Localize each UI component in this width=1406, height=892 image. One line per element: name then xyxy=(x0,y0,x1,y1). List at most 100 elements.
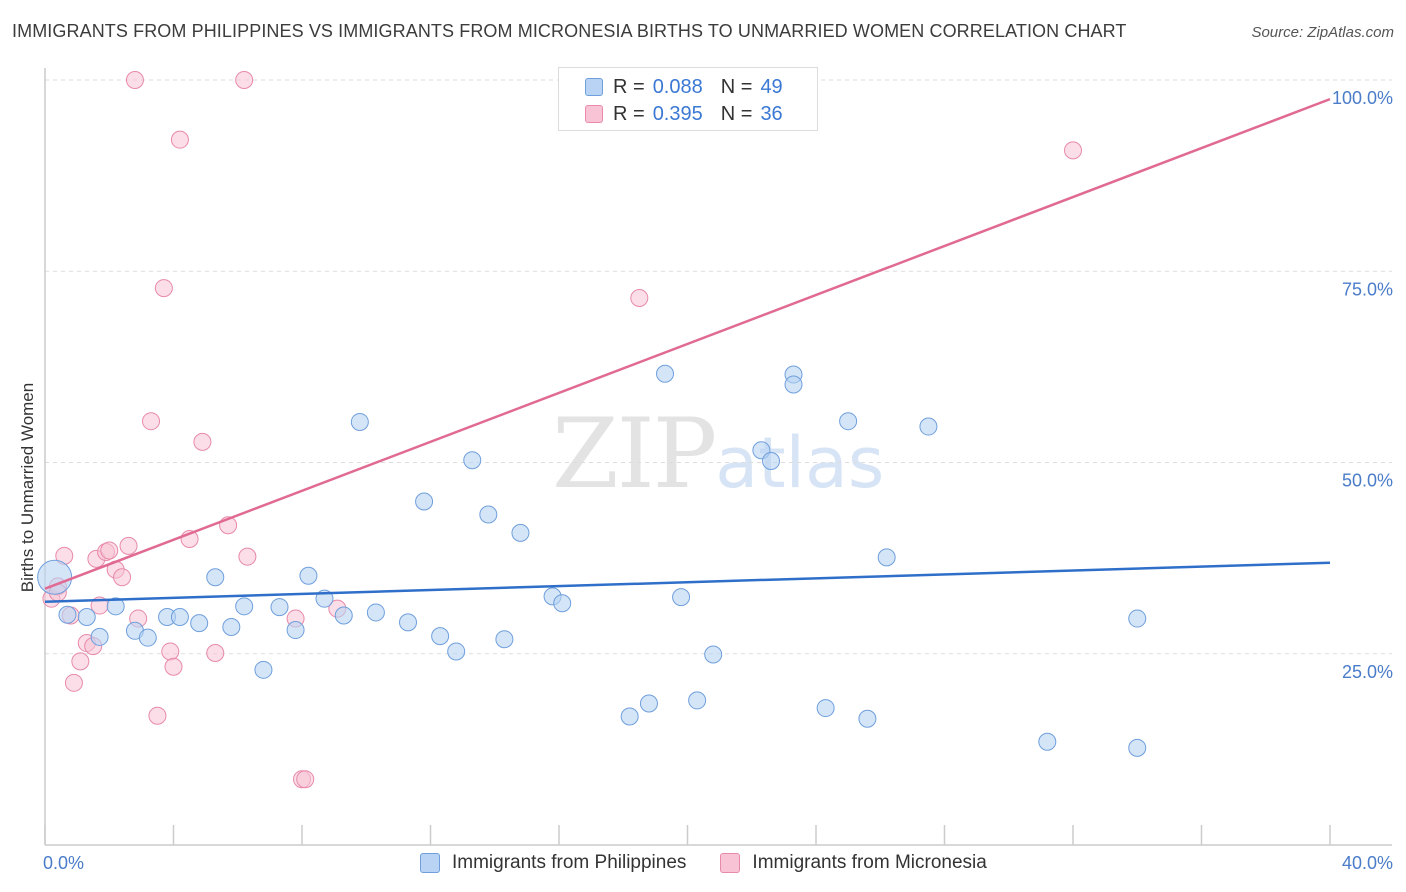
philippines-point xyxy=(206,568,225,587)
philippines-legend-label: Immigrants from Philippines xyxy=(452,852,687,873)
micronesia-r-label: R = xyxy=(613,102,645,125)
philippines-point xyxy=(270,598,289,617)
micronesia-point xyxy=(125,71,144,89)
philippines-point xyxy=(170,608,189,627)
philippines-point xyxy=(350,412,369,431)
micronesia-point xyxy=(206,643,225,662)
philippines-point xyxy=(37,559,73,595)
micronesia-n-label: N = xyxy=(720,102,753,125)
legend-row-philippines: R = 0.088 N = 49 xyxy=(585,75,783,99)
micronesia-point xyxy=(164,657,183,676)
micronesia-points xyxy=(42,71,1082,789)
philippines-point xyxy=(839,412,858,431)
y-tick-label-75: 75.0% xyxy=(1342,279,1393,299)
philippines-point xyxy=(334,606,353,625)
micronesia-legend-label: Immigrants from Micronesia xyxy=(752,852,987,873)
micronesia-legend-swatch xyxy=(720,853,741,873)
philippines-trend-line xyxy=(44,561,1331,603)
micronesia-point xyxy=(238,547,257,566)
watermark-zip: ZIP xyxy=(552,398,717,510)
philippines-point xyxy=(639,694,658,713)
label-layer: 25.0% 50.0% 75.0% 100.0% 0.0% 40.0% Births to … xyxy=(18,88,1393,873)
philippines-point xyxy=(553,594,572,613)
micronesia-point xyxy=(64,673,83,692)
philippines-point xyxy=(877,548,896,567)
philippines-point xyxy=(138,628,157,647)
philippines-point xyxy=(479,505,498,524)
philippines-points xyxy=(37,364,1147,757)
philippines-point xyxy=(620,707,639,726)
philippines-point xyxy=(919,417,938,436)
micronesia-point xyxy=(630,289,649,308)
micronesia-trend-line xyxy=(44,97,1331,590)
philippines-point xyxy=(90,627,109,646)
philippines-point xyxy=(672,588,691,607)
philippines-point xyxy=(784,375,803,394)
legend-item-micronesia[interactable]: Immigrants from Micronesia xyxy=(720,852,987,874)
philippines-point xyxy=(762,451,781,470)
philippines-point xyxy=(235,597,254,616)
micronesia-point xyxy=(296,770,315,789)
philippines-point xyxy=(366,603,385,622)
micronesia-point xyxy=(154,279,173,298)
philippines-point xyxy=(106,597,125,616)
micronesia-point xyxy=(71,652,90,671)
legend-row-micronesia: R = 0.395 N = 36 xyxy=(585,102,783,126)
micronesia-point xyxy=(235,71,254,89)
micronesia-point xyxy=(119,536,138,555)
philippines-r-label: R = xyxy=(613,75,645,98)
philippines-point xyxy=(447,642,466,661)
micronesia-point xyxy=(193,432,212,451)
philippines-n-value: 49 xyxy=(760,75,783,98)
correlation-legend: R = 0.088 N = 49 R = 0.395 N = 36 xyxy=(558,67,818,131)
philippines-point xyxy=(299,566,318,585)
philippines-point xyxy=(816,699,835,718)
micronesia-point xyxy=(113,568,132,587)
micronesia-r-value: 0.395 xyxy=(652,102,703,125)
micronesia-point xyxy=(1064,141,1082,160)
micronesia-n-value: 36 xyxy=(760,102,783,125)
philippines-point xyxy=(190,614,209,633)
philippines-point xyxy=(77,608,96,627)
philippines-point xyxy=(399,613,418,632)
philippines-n-label: N = xyxy=(720,75,753,98)
philippines-r-value: 0.088 xyxy=(652,75,703,98)
philippines-point xyxy=(656,364,675,383)
series-legend: Immigrants from Philippines Immigrants f… xyxy=(420,852,1021,874)
philippines-point xyxy=(495,630,514,649)
y-tick-label-50: 50.0% xyxy=(1342,471,1393,491)
micronesia-point xyxy=(100,541,119,560)
philippines-point xyxy=(415,492,434,511)
source-label: Source: ZipAtlas.com xyxy=(1251,24,1394,41)
philippines-point xyxy=(286,621,305,640)
philippines-point xyxy=(704,645,723,664)
micronesia-point xyxy=(142,412,161,431)
philippines-point xyxy=(1128,609,1147,628)
philippines-point xyxy=(58,605,77,624)
chart-title: IMMIGRANTS FROM PHILIPPINES VS IMMIGRANT… xyxy=(12,21,1127,41)
philippines-point xyxy=(1128,738,1147,757)
philippines-legend-swatch xyxy=(420,853,440,873)
micronesia-point xyxy=(161,642,180,661)
philippines-point xyxy=(222,617,241,636)
philippines-swatch xyxy=(585,78,603,96)
trend-layer xyxy=(44,97,1331,603)
y-tick-label-25: 25.0% xyxy=(1342,662,1393,682)
philippines-point xyxy=(511,523,530,542)
x-tick-label-min: 0.0% xyxy=(43,853,84,873)
philippines-point xyxy=(431,627,450,646)
y-tick-label-100: 100.0% xyxy=(1332,88,1393,108)
micronesia-point xyxy=(148,706,167,725)
legend-item-philippines[interactable]: Immigrants from Philippines xyxy=(420,852,686,874)
micronesia-point xyxy=(170,130,189,149)
x-tick-label-max: 40.0% xyxy=(1342,853,1393,873)
philippines-point xyxy=(463,451,482,470)
axis-layer xyxy=(44,68,1392,846)
philippines-point xyxy=(688,691,707,710)
micronesia-swatch xyxy=(585,105,603,123)
philippines-point xyxy=(858,709,877,728)
philippines-point xyxy=(254,660,273,679)
y-axis-title: Births to Unmarried Women xyxy=(18,383,37,592)
philippines-point xyxy=(1038,732,1057,751)
